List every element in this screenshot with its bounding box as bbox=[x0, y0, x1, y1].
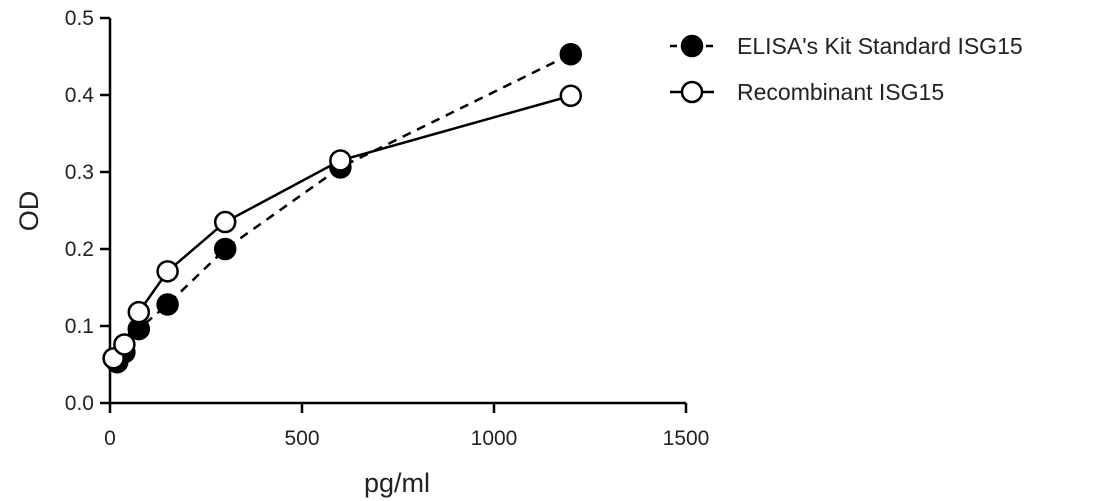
y-axis-title: OD bbox=[14, 191, 44, 232]
legend: ELISA's Kit Standard ISG15 Recombinant IS… bbox=[670, 33, 1023, 105]
y-tick-label: 0.2 bbox=[65, 238, 94, 261]
data-point bbox=[127, 300, 151, 324]
legend-label: ELISA's Kit Standard ISG15 bbox=[737, 33, 1023, 59]
x-axis-title: pg/ml bbox=[364, 468, 430, 498]
legend-item-1: ELISA's Kit Standard ISG15 bbox=[670, 33, 1023, 59]
legend-marker bbox=[680, 34, 704, 58]
x-tick-label: 1000 bbox=[471, 427, 518, 450]
series-line-2 bbox=[112, 94, 572, 360]
x-tick-label: 500 bbox=[284, 427, 319, 450]
y-tick-label: 0.0 bbox=[65, 392, 94, 415]
y-tick-label: 0.3 bbox=[65, 161, 94, 184]
series-line-1 bbox=[116, 53, 572, 363]
legend-item-2: Recombinant ISG15 bbox=[670, 79, 944, 105]
axes: 0 500 1000 1500 0.0 0.1 0.2 0.3 0.4 0.5 bbox=[65, 7, 710, 450]
legend-marker bbox=[680, 80, 704, 104]
series-layer bbox=[102, 42, 583, 374]
y-tick-label: 0.4 bbox=[65, 84, 95, 107]
data-point bbox=[113, 333, 136, 356]
y-tick-label: 0.5 bbox=[65, 7, 94, 30]
data-point bbox=[156, 293, 179, 316]
x-tick-label: 1500 bbox=[663, 427, 710, 450]
data-point bbox=[213, 210, 237, 234]
data-point bbox=[329, 149, 352, 172]
data-point bbox=[213, 237, 237, 261]
x-tick-label: 0 bbox=[104, 427, 116, 450]
data-point bbox=[559, 42, 583, 66]
legend-label: Recombinant ISG15 bbox=[737, 79, 944, 105]
y-tick-label: 0.1 bbox=[65, 315, 94, 338]
data-point bbox=[559, 84, 583, 108]
data-point bbox=[156, 260, 179, 283]
